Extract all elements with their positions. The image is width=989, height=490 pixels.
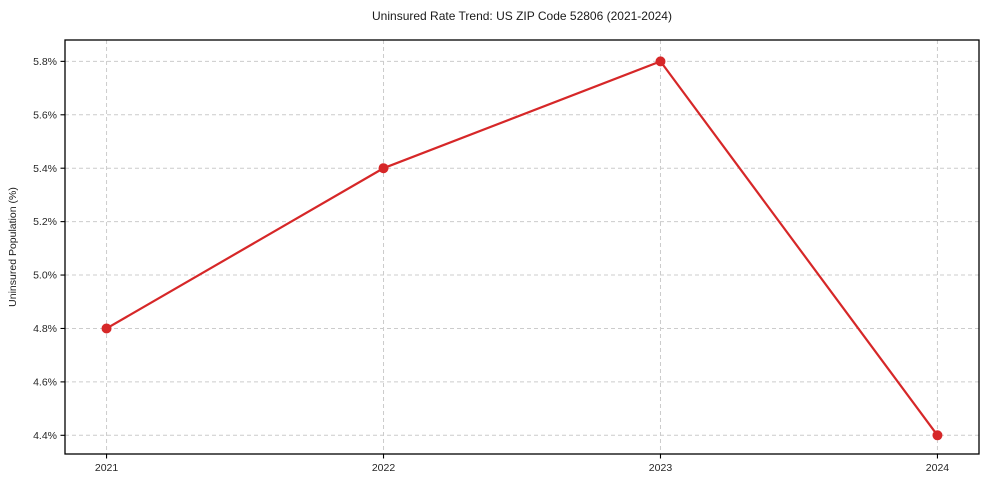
y-tick-label: 4.6% [33,376,57,388]
chart-title: Uninsured Rate Trend: US ZIP Code 52806 … [372,9,672,23]
data-point-2021 [101,323,112,334]
y-tick-label: 4.4% [33,430,57,442]
y-tick-label: 5.2% [33,216,57,228]
x-tick-label: 2024 [926,462,950,474]
data-point-2022 [378,163,389,174]
x-tick-label: 2023 [649,462,673,474]
y-tick-label: 5.8% [33,56,57,68]
y-tick-label: 4.8% [33,323,57,335]
y-tick-label: 5.6% [33,109,57,121]
x-tick-label: 2021 [95,462,119,474]
trend-line [105,60,939,437]
axes-border [64,39,980,455]
y-tick-label: 5.0% [33,270,57,282]
data-point-2024 [932,430,943,441]
y-tick-label: 5.4% [33,163,57,175]
data-point-2023 [655,56,666,67]
x-tick-label: 2022 [372,462,396,474]
